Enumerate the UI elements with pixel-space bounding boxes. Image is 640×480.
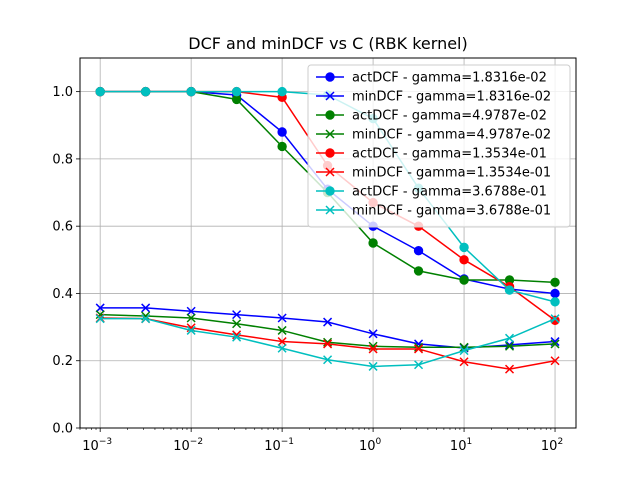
data-point-x [277,343,287,353]
data-point-circle [413,266,424,276]
data-point-circle [140,86,151,97]
data-point-x [550,314,560,324]
legend-label: actDCF - gamma=1.8316e-02 [352,71,547,86]
series-7 [95,314,560,371]
legend-label: minDCF - gamma=3.6788e-01 [352,204,551,219]
data-point-x [368,344,378,354]
data-point-x [186,313,196,323]
legend-entry: minDCF - gamma=4.9787e-02 [316,128,551,143]
x-tick-label: 10−3 [82,437,112,454]
data-point-x [277,337,287,347]
data-point-x [232,310,242,320]
legend-entry: minDCF - gamma=1.3534e-01 [316,166,551,181]
legend-entry: minDCF - gamma=1.8316e-02 [316,90,551,105]
series-3 [95,310,560,352]
data-point-x [141,314,151,324]
data-point-circle [231,86,242,97]
data-point-circle [231,94,242,105]
data-point-x [550,356,560,366]
data-point-x [323,355,333,365]
legend-entry: actDCF - gamma=1.3534e-01 [316,147,547,162]
chart-title: DCF and minDCF vs C (RBK kernel) [188,34,468,53]
legend-marker [325,186,335,196]
legend-marker [325,72,335,82]
legend: actDCF - gamma=1.8316e-02 minDCF - gamma=… [307,64,571,228]
data-point-circle [550,277,560,288]
data-point-x [323,317,333,327]
data-point-x [232,319,242,329]
y-tick-label: 0.0 [52,422,73,437]
x-tick-label: 101 [450,437,472,454]
y-tick-label: 0.2 [52,354,73,369]
data-point-circle [95,86,105,97]
legend-label: minDCF - gamma=1.3534e-01 [352,166,551,181]
data-point-x [95,303,105,313]
legend-marker [325,205,335,215]
legend-marker [325,129,335,139]
y-tick-label: 0.6 [52,220,73,235]
data-point-x [368,329,378,339]
data-point-x [186,325,196,335]
legend-entry: actDCF - gamma=3.6788e-01 [316,185,547,200]
data-point-circle [277,86,287,97]
legend-marker [325,148,335,158]
data-point-x [504,340,515,350]
data-point-x [504,341,515,351]
data-point-circle [459,242,469,253]
data-point-x [186,306,196,316]
x-tick-label: 100 [359,437,382,454]
data-point-circle [550,297,560,307]
data-point-x [504,333,515,343]
legend-label: actDCF - gamma=1.3534e-01 [352,147,547,162]
data-point-circle [368,238,378,248]
data-point-circle [277,141,287,152]
data-point-x [277,313,287,323]
data-point-circle [459,275,469,285]
data-point-x [459,346,469,356]
y-tick-label: 0.4 [52,287,73,302]
axes: 10−3 10−2 10−1 100 101 102 0.0 0.2 0.4 0.6 0.8 1.0 [52,85,563,454]
legend-entry: minDCF - gamma=3.6788e-01 [316,204,551,219]
legend-label: minDCF - gamma=1.8316e-02 [352,90,551,105]
legend-box [307,64,571,228]
data-point-x [323,339,333,349]
legend-entry: actDCF - gamma=4.9787e-02 [316,109,547,124]
legend-label: actDCF - gamma=3.6788e-01 [352,185,547,200]
data-point-x [414,344,424,354]
data-point-x [459,357,469,367]
y-tick-label: 0.8 [52,152,73,167]
data-point-circle [459,255,469,265]
y-tick-label: 1.0 [52,85,73,100]
legend-label: minDCF - gamma=4.9787e-02 [352,128,551,143]
data-point-circle [186,86,196,97]
data-point-circle [277,127,287,137]
data-point-x [504,364,515,374]
data-point-x [232,332,242,342]
legend-marker [325,110,335,120]
data-point-circle [550,288,560,299]
legend-label: actDCF - gamma=4.9787e-02 [352,109,547,124]
data-point-x [141,303,151,313]
x-tick-label: 10−1 [264,437,294,454]
data-point-x [414,360,424,370]
legend-marker [325,91,335,101]
data-point-circle [504,285,515,295]
legend-entry: actDCF - gamma=1.8316e-02 [316,71,547,86]
data-point-x [95,314,105,324]
data-point-x [277,325,287,335]
x-tick-label: 10−2 [173,437,203,454]
legend-marker [325,167,335,177]
x-tick-label: 102 [541,437,563,454]
data-point-circle [413,246,424,256]
plot-frame [79,57,577,429]
data-point-x [550,339,560,349]
data-point-x [368,361,378,371]
